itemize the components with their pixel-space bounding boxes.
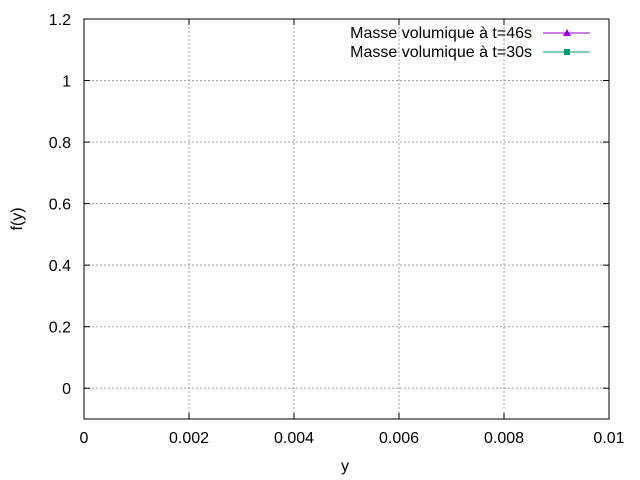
legend-marker-square bbox=[564, 49, 570, 55]
y-tick-label: 0.8 bbox=[49, 135, 71, 152]
y-tick-label: 0.4 bbox=[49, 258, 71, 275]
x-tick-label: 0.006 bbox=[379, 430, 419, 447]
y-tick-label: 0 bbox=[62, 381, 71, 398]
x-tick-label: 0.002 bbox=[169, 430, 209, 447]
legend-entry: Masse volumique à t=46s bbox=[350, 25, 590, 42]
plot-frame bbox=[83, 18, 610, 420]
y-tick-label: 0.6 bbox=[49, 197, 71, 214]
y-tick-labels: 0 0.2 0.4 0.6 0.8 1 1.2 bbox=[49, 12, 71, 398]
x-tick-labels: 0 0.002 0.004 0.006 0.008 0.01 bbox=[80, 430, 625, 447]
y-tick-label: 1.2 bbox=[49, 12, 71, 29]
legend-label: Masse volumique à t=46s bbox=[350, 25, 532, 42]
x-tick-label: 0 bbox=[80, 430, 89, 447]
legend-entry: Masse volumique à t=30s bbox=[350, 44, 590, 61]
x-tick-label: 0.01 bbox=[593, 430, 624, 447]
legend-label: Masse volumique à t=30s bbox=[350, 44, 532, 61]
y-tick-label: 1 bbox=[62, 74, 71, 91]
legend: Masse volumique à t=46s Masse volumique à… bbox=[350, 25, 590, 61]
y-axis-label: f(y) bbox=[9, 207, 26, 230]
x-tick-label: 0.004 bbox=[274, 430, 314, 447]
tick-layer bbox=[83, 18, 610, 419]
x-axis-label: y bbox=[341, 458, 349, 475]
grid-layer bbox=[84, 19, 609, 419]
y-tick-label: 0.2 bbox=[49, 320, 71, 337]
legend-marker-triangle bbox=[563, 29, 571, 36]
x-tick-label: 0.008 bbox=[484, 430, 524, 447]
